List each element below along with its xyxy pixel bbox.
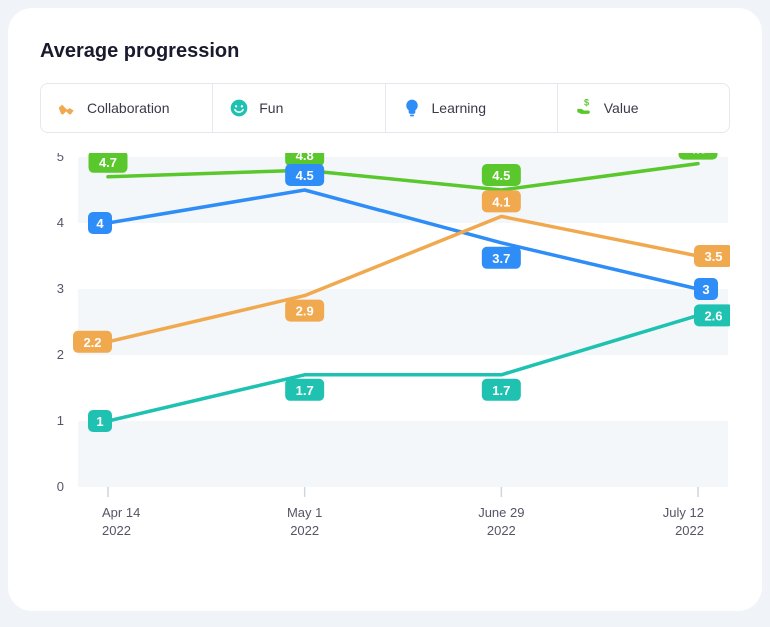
svg-text:4.8: 4.8 — [296, 153, 314, 163]
svg-text:1.7: 1.7 — [296, 383, 314, 398]
legend-item-collaboration[interactable]: Collaboration — [41, 84, 213, 132]
data-badge: 2.2 — [73, 331, 112, 353]
svg-text:4.5: 4.5 — [492, 168, 510, 183]
svg-text:2: 2 — [57, 347, 64, 362]
svg-text:2022: 2022 — [102, 523, 131, 538]
chart-plot: 0 1 2 3 4 5 Apr 14 2022 May 1 2022 June 29 2022 July… — [40, 153, 730, 573]
svg-text:Apr 14: Apr 14 — [102, 505, 140, 520]
data-badge: 2.6 — [694, 304, 730, 326]
legend-label: Learning — [432, 100, 487, 116]
svg-text:0: 0 — [57, 479, 64, 494]
svg-text:3.5: 3.5 — [704, 249, 722, 264]
svg-text:4: 4 — [57, 215, 64, 230]
svg-text:3: 3 — [702, 282, 709, 297]
data-badge: 3.5 — [694, 245, 730, 267]
svg-text:2022: 2022 — [487, 523, 516, 538]
svg-text:2022: 2022 — [290, 523, 319, 538]
legend-label: Value — [604, 100, 639, 116]
hand-dollar-icon: $ — [574, 98, 594, 118]
data-badge: 4.1 — [482, 190, 521, 212]
legend-item-value[interactable]: $ Value — [558, 84, 729, 132]
data-badge: 3 — [694, 278, 718, 300]
svg-text:1: 1 — [96, 414, 103, 429]
svg-text:4: 4 — [96, 216, 104, 231]
smile-icon — [229, 98, 249, 118]
data-badge: 3.7 — [482, 247, 521, 269]
data-badge: 1.7 — [482, 379, 521, 401]
legend-item-learning[interactable]: Learning — [386, 84, 558, 132]
svg-text:2022: 2022 — [675, 523, 704, 538]
svg-text:2.6: 2.6 — [704, 308, 722, 323]
svg-text:June 29: June 29 — [478, 505, 524, 520]
svg-text:4.5: 4.5 — [296, 168, 314, 183]
data-badge: 4 — [88, 212, 112, 234]
svg-text:2.2: 2.2 — [83, 335, 101, 350]
legend-label: Collaboration — [87, 100, 170, 116]
data-badge: 4.5 — [285, 164, 324, 186]
svg-text:May 1: May 1 — [287, 505, 322, 520]
svg-text:$: $ — [584, 98, 589, 108]
data-badge: 4.9 — [679, 153, 718, 160]
chart-card: Average progression Collaboration Fun Le… — [8, 8, 762, 611]
legend-label: Fun — [259, 100, 283, 116]
svg-text:5: 5 — [57, 153, 64, 164]
data-badge: 4.7 — [89, 153, 128, 173]
svg-text:4.1: 4.1 — [492, 194, 510, 209]
data-badge: 1 — [88, 410, 112, 432]
data-badge: 2.9 — [285, 300, 324, 322]
svg-text:1: 1 — [57, 413, 64, 428]
legend-item-fun[interactable]: Fun — [213, 84, 385, 132]
chart-title: Average progression — [40, 40, 730, 63]
svg-text:4.9: 4.9 — [689, 153, 707, 157]
legend: Collaboration Fun Learning $ Value — [40, 83, 730, 133]
svg-text:July 12: July 12 — [663, 505, 704, 520]
svg-text:2.9: 2.9 — [296, 304, 314, 319]
data-badge: 4.5 — [482, 164, 521, 186]
svg-text:3.7: 3.7 — [492, 251, 510, 266]
svg-text:3: 3 — [57, 281, 64, 296]
bulb-icon — [402, 98, 422, 118]
line-chart-svg: 0 1 2 3 4 5 Apr 14 2022 May 1 2022 June 29 2022 July… — [40, 153, 730, 573]
handshake-icon — [57, 98, 77, 118]
svg-text:1.7: 1.7 — [492, 383, 510, 398]
svg-text:4.7: 4.7 — [99, 155, 117, 170]
data-badge: 1.7 — [285, 379, 324, 401]
